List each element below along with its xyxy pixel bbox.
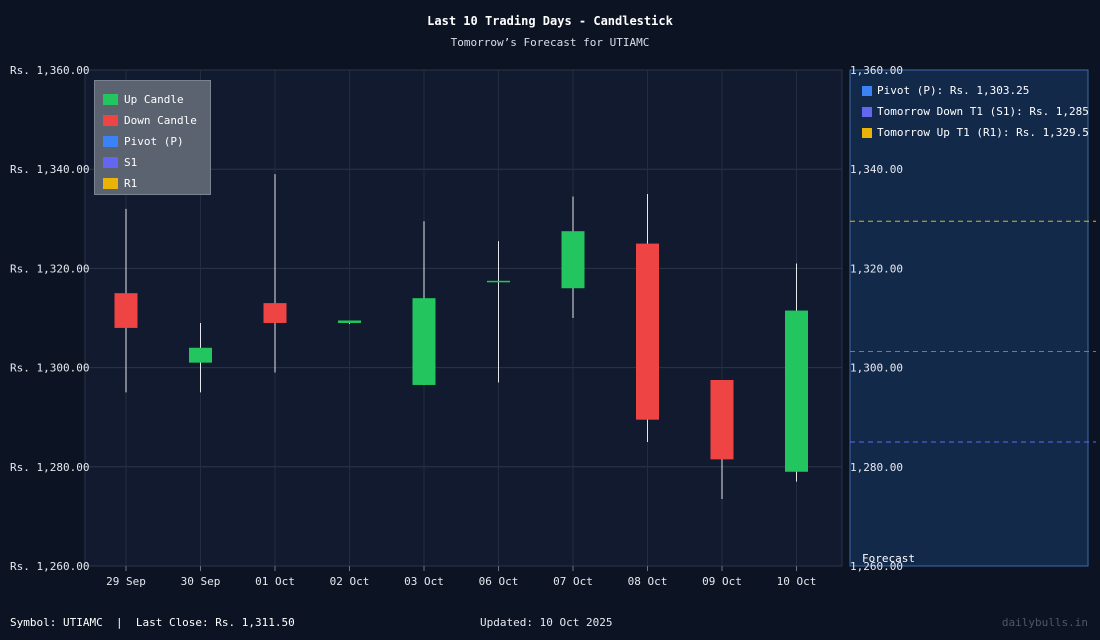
y-tick-label: Rs. 1,280.00 xyxy=(10,461,89,474)
forecast-legend-item: Pivot (P): Rs. 1,303.25 xyxy=(862,80,1094,101)
forecast-panel xyxy=(849,69,1089,567)
right-y-tick-label: 1,360.00 xyxy=(850,64,903,77)
legend-item: S1 xyxy=(103,152,210,173)
right-y-tick-label: 1,260.00 xyxy=(850,560,903,573)
up-candle-body xyxy=(561,231,585,289)
y-tick-label: Rs. 1,360.00 xyxy=(10,64,89,77)
chart-legend: Up Candle Down Candle Pivot (P) S1 R1 xyxy=(94,80,211,195)
forecast-label: Forecast xyxy=(862,552,915,565)
x-tick-label: 09 Oct xyxy=(702,575,742,588)
right-y-tick-label: 1,320.00 xyxy=(850,262,903,275)
forecast-legend-label: Tomorrow Up T1 (R1): Rs. 1,329.5 xyxy=(877,126,1089,139)
x-tick-label: 02 Oct xyxy=(330,575,370,588)
forecast-legend-item: Tomorrow Up T1 (R1): Rs. 1,329.5 xyxy=(862,122,1094,143)
x-tick-label: 29 Sep xyxy=(106,575,146,588)
x-tick-label: 03 Oct xyxy=(404,575,444,588)
down-candle-body xyxy=(710,380,734,460)
legend-swatch xyxy=(103,157,118,168)
legend-item: R1 xyxy=(103,173,210,194)
forecast-swatch xyxy=(862,127,872,138)
up-candle-body xyxy=(189,347,212,363)
y-tick-label: Rs. 1,340.00 xyxy=(10,163,89,176)
forecast-swatch xyxy=(862,106,872,117)
right-y-tick-label: 1,280.00 xyxy=(850,461,903,474)
legend-label: Up Candle xyxy=(124,93,184,106)
updated-date: Updated: 10 Oct 2025 xyxy=(480,616,613,629)
legend-item: Down Candle xyxy=(103,110,210,131)
y-tick-label: Rs. 1,260.00 xyxy=(10,560,89,573)
down-candle-body xyxy=(114,293,138,328)
brand-watermark: dailybulls.in xyxy=(1001,616,1088,629)
x-tick-label: 06 Oct xyxy=(479,575,519,588)
forecast-legend: Pivot (P): Rs. 1,303.25 Tomorrow Down T1 … xyxy=(862,80,1094,143)
x-tick-label: 07 Oct xyxy=(553,575,593,588)
legend-label: Pivot (P) xyxy=(124,135,184,148)
down-candle-body xyxy=(263,303,287,323)
legend-label: R1 xyxy=(124,177,138,190)
forecast-swatch xyxy=(862,85,872,96)
y-tick-label: Rs. 1,300.00 xyxy=(10,362,89,375)
legend-swatch xyxy=(103,136,118,147)
symbol-last-close: Symbol: UTIAMC | Last Close: Rs. 1,311.5… xyxy=(10,616,295,629)
legend-swatch xyxy=(103,94,118,105)
legend-swatch xyxy=(103,115,118,126)
forecast-legend-label: Pivot (P): Rs. 1,303.25 xyxy=(877,84,1030,97)
y-tick-label: Rs. 1,320.00 xyxy=(10,262,89,275)
x-tick-label: 08 Oct xyxy=(628,575,668,588)
up-candle-body xyxy=(412,298,436,385)
legend-swatch xyxy=(103,178,118,189)
legend-label: Down Candle xyxy=(124,114,197,127)
plot-area xyxy=(84,69,843,567)
forecast-legend-label: Tomorrow Down T1 (S1): Rs. 1,285 xyxy=(877,105,1089,118)
right-y-tick-label: 1,340.00 xyxy=(850,163,903,176)
legend-item: Up Candle xyxy=(103,89,210,110)
up-candle-body xyxy=(785,310,808,472)
up-candle-body xyxy=(487,280,510,283)
x-tick-label: 10 Oct xyxy=(777,575,817,588)
up-candle-body xyxy=(338,320,361,323)
x-tick-label: 30 Sep xyxy=(181,575,221,588)
forecast-legend-item: Tomorrow Down T1 (S1): Rs. 1,285 xyxy=(862,101,1094,122)
down-candle-body xyxy=(636,243,659,420)
legend-item: Pivot (P) xyxy=(103,131,210,152)
legend-label: S1 xyxy=(124,156,138,169)
chart-title: Last 10 Trading Days - Candlestick xyxy=(427,14,673,28)
right-y-tick-label: 1,300.00 xyxy=(850,362,903,375)
x-tick-label: 01 Oct xyxy=(255,575,295,588)
chart-subtitle: Tomorrow’s Forecast for UTIAMC xyxy=(450,36,650,49)
